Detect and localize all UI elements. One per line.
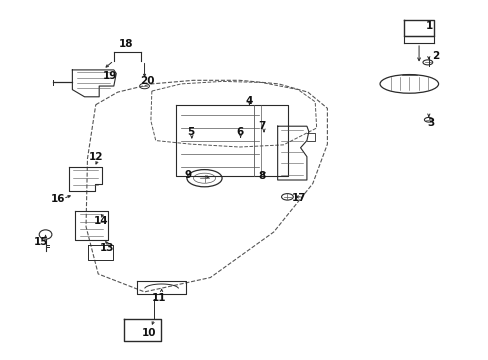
Text: 19: 19 xyxy=(103,71,117,81)
Text: 1: 1 xyxy=(426,21,432,31)
Text: 15: 15 xyxy=(33,237,48,247)
Text: 17: 17 xyxy=(291,193,306,203)
Text: 11: 11 xyxy=(152,293,166,303)
Text: 8: 8 xyxy=(257,171,264,181)
Text: 2: 2 xyxy=(431,51,438,61)
Text: 5: 5 xyxy=(187,127,194,136)
Text: 3: 3 xyxy=(427,118,433,128)
Text: 7: 7 xyxy=(257,121,264,131)
Text: 4: 4 xyxy=(245,96,253,106)
Text: 12: 12 xyxy=(88,152,103,162)
Text: 14: 14 xyxy=(93,216,108,226)
Text: 10: 10 xyxy=(142,328,156,338)
Text: 20: 20 xyxy=(140,76,154,86)
Text: 13: 13 xyxy=(100,243,114,253)
Text: 18: 18 xyxy=(119,40,134,49)
Text: 6: 6 xyxy=(236,127,243,136)
Text: 16: 16 xyxy=(51,194,65,204)
Text: 9: 9 xyxy=(184,170,192,180)
